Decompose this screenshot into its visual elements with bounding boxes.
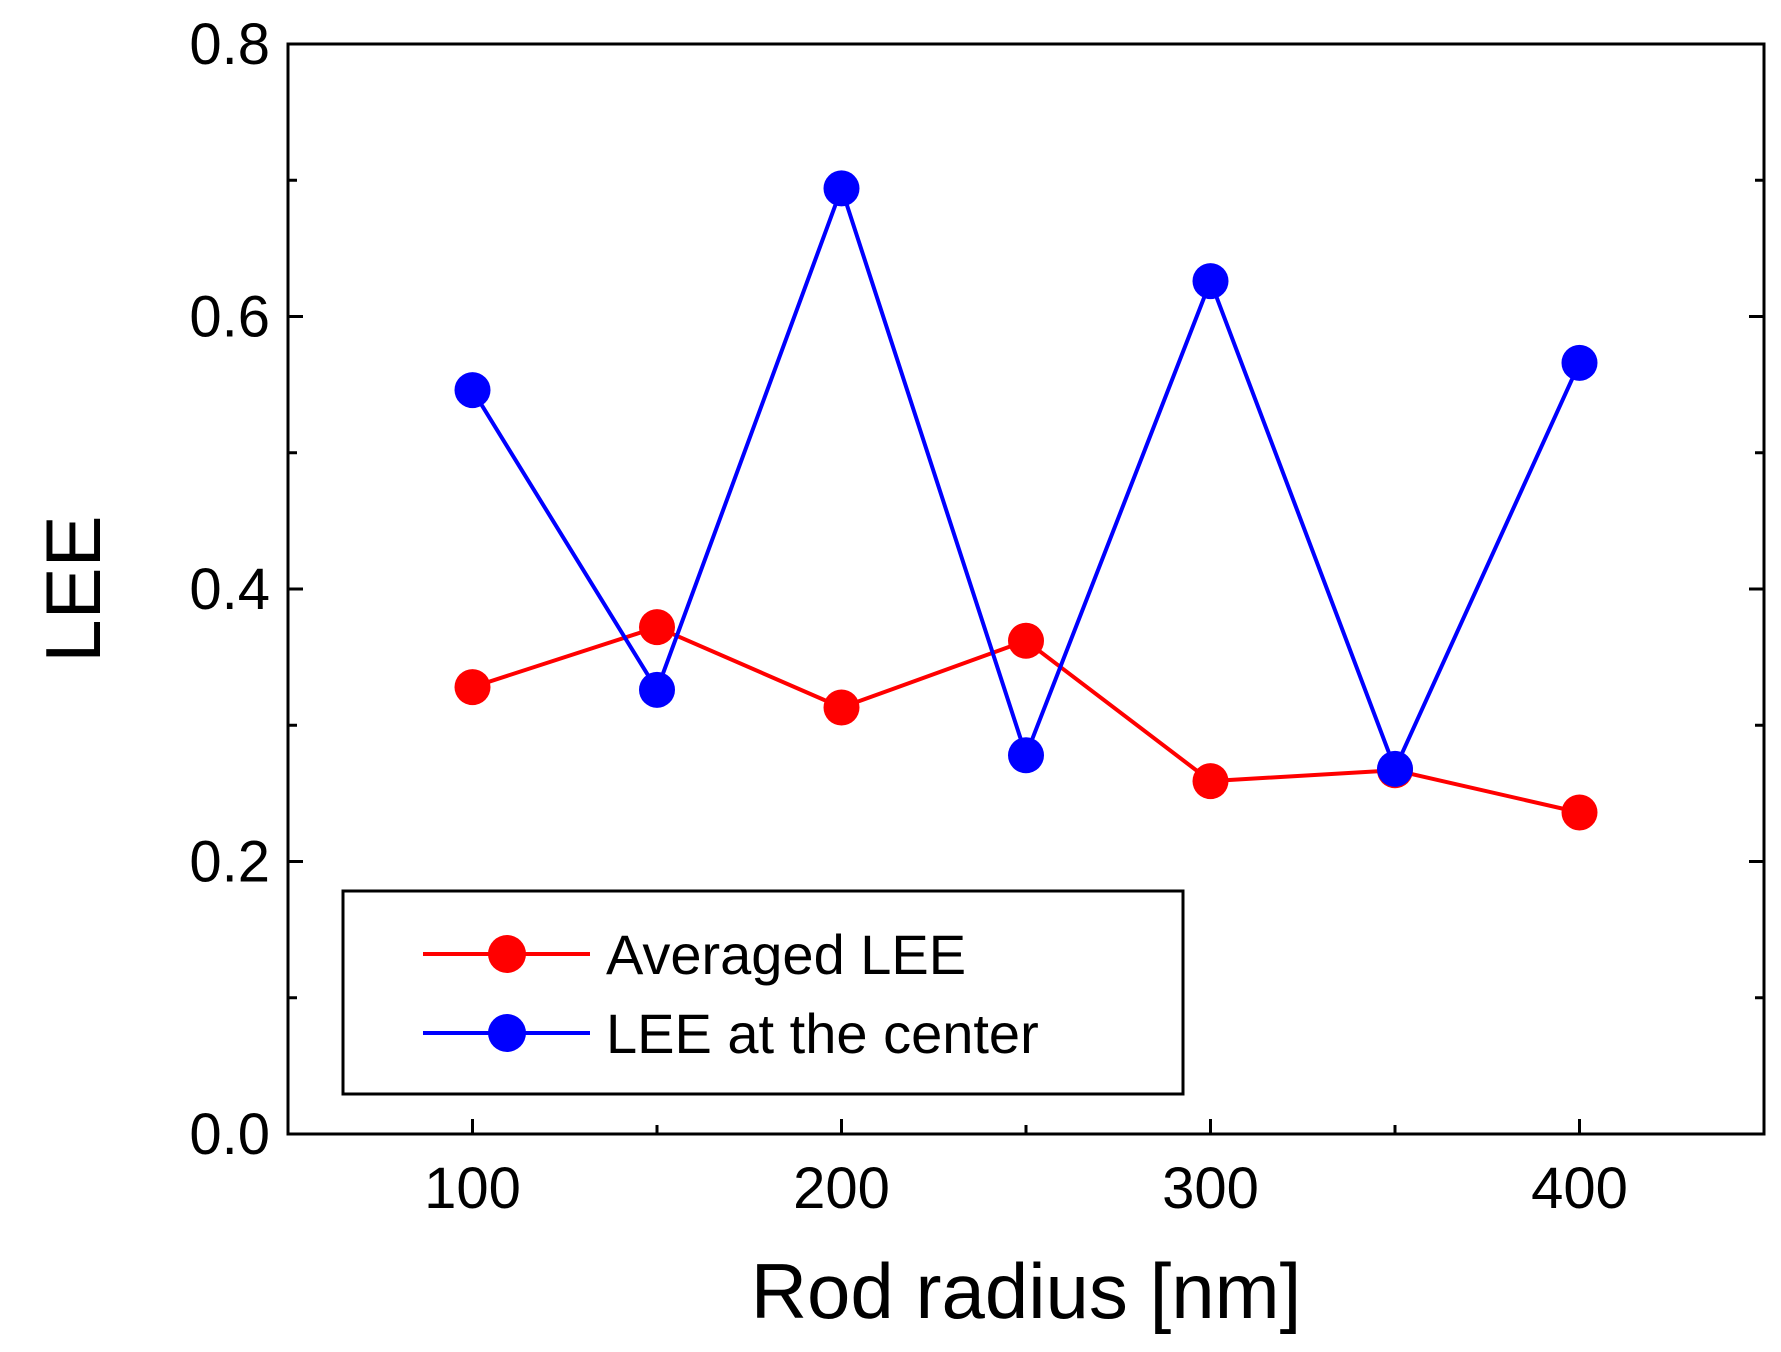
data-point-averaged-lee <box>454 669 491 706</box>
y-tick-label: 0.6 <box>189 285 270 350</box>
y-axis-title: LEE <box>29 515 117 662</box>
x-axis-title: Rod radius [nm] <box>751 1247 1302 1335</box>
axis-ticks <box>288 42 1764 1136</box>
data-point-averaged-lee <box>1561 794 1598 831</box>
legend-label-center: LEE at the center <box>606 1002 1039 1065</box>
data-point-lee-at-center <box>1008 737 1044 774</box>
legend-label-averaged: Averaged LEE <box>606 923 966 986</box>
x-tick-label: 400 <box>1531 1156 1628 1221</box>
data-point-lee-at-center <box>1377 750 1413 787</box>
data-series <box>454 170 1598 831</box>
data-point-averaged-lee <box>823 689 860 726</box>
legend-box <box>341 889 1185 1096</box>
y-tick-label: 0.4 <box>189 557 270 622</box>
data-point-averaged-lee <box>639 609 675 646</box>
x-tick-label: 200 <box>793 1156 890 1221</box>
series-line-lee-at-center <box>470 186 1582 771</box>
data-point-averaged-lee <box>1008 622 1044 659</box>
data-point-lee-at-center <box>1192 263 1229 300</box>
data-point-averaged-lee <box>1192 763 1229 800</box>
y-tick-label: 0.0 <box>189 1102 270 1167</box>
legend-marker-averaged <box>488 935 526 973</box>
y-tick-label: 0.8 <box>189 12 270 77</box>
data-point-lee-at-center <box>639 671 675 708</box>
x-tick-label: 100 <box>424 1156 521 1221</box>
legend-marker-center <box>488 1014 526 1052</box>
data-point-lee-at-center <box>823 170 860 207</box>
data-point-lee-at-center <box>454 372 491 409</box>
data-point-lee-at-center <box>1561 344 1598 381</box>
x-tick-label: 300 <box>1162 1156 1259 1221</box>
legend: Averaged LEE LEE at the center <box>341 889 1185 1096</box>
y-tick-label: 0.2 <box>189 830 270 895</box>
tick-labels: 100 200 300 400 0.0 0.2 0.4 0.6 0.8 <box>189 12 1628 1221</box>
